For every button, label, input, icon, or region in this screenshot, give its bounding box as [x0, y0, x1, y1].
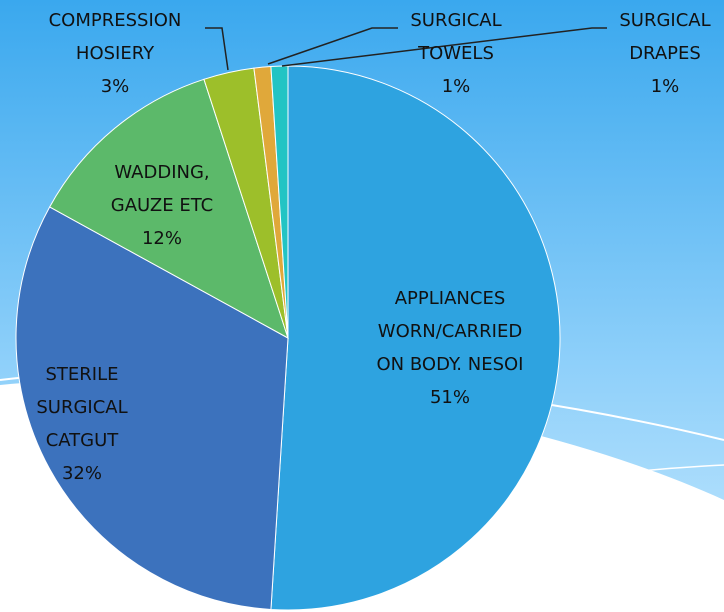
pie-slice — [15, 206, 289, 610]
category-name: APPLIANCES WORN/CARRIED ON BODY. NESOI — [376, 288, 524, 375]
pie-slice — [270, 65, 561, 611]
value-label: 51% — [429, 387, 470, 408]
value-label: 1% — [441, 76, 471, 97]
slice-label: SURGICAL TOWELS 1% — [406, 4, 506, 103]
category-name: WADDING, GAUZE ETC — [110, 162, 214, 216]
category-name: COMPRESSION HOSIERY — [48, 10, 182, 64]
value-label: 12% — [141, 228, 182, 249]
leader-line — [267, 27, 398, 65]
slice-label: SURGICAL DRAPES 1% — [615, 4, 715, 103]
value-label: 3% — [100, 76, 130, 97]
value-label: 32% — [61, 463, 102, 484]
leader-line — [205, 27, 229, 71]
slice-label: WADDING, GAUZE ETC 12% — [92, 156, 232, 255]
category-name: SURGICAL TOWELS — [410, 10, 502, 64]
slice-label: COMPRESSION HOSIERY 3% — [40, 4, 190, 103]
value-label: 1% — [650, 76, 680, 97]
pie-slice — [48, 78, 289, 340]
category-name: STERILE SURGICAL CATGUT — [36, 364, 128, 451]
slice-label: APPLIANCES WORN/CARRIED ON BODY. NESOI 51… — [370, 282, 530, 414]
leader-line — [281, 27, 607, 67]
category-name: SURGICAL DRAPES — [619, 10, 711, 64]
slice-label: STERILE SURGICAL CATGUT 32% — [32, 358, 132, 490]
